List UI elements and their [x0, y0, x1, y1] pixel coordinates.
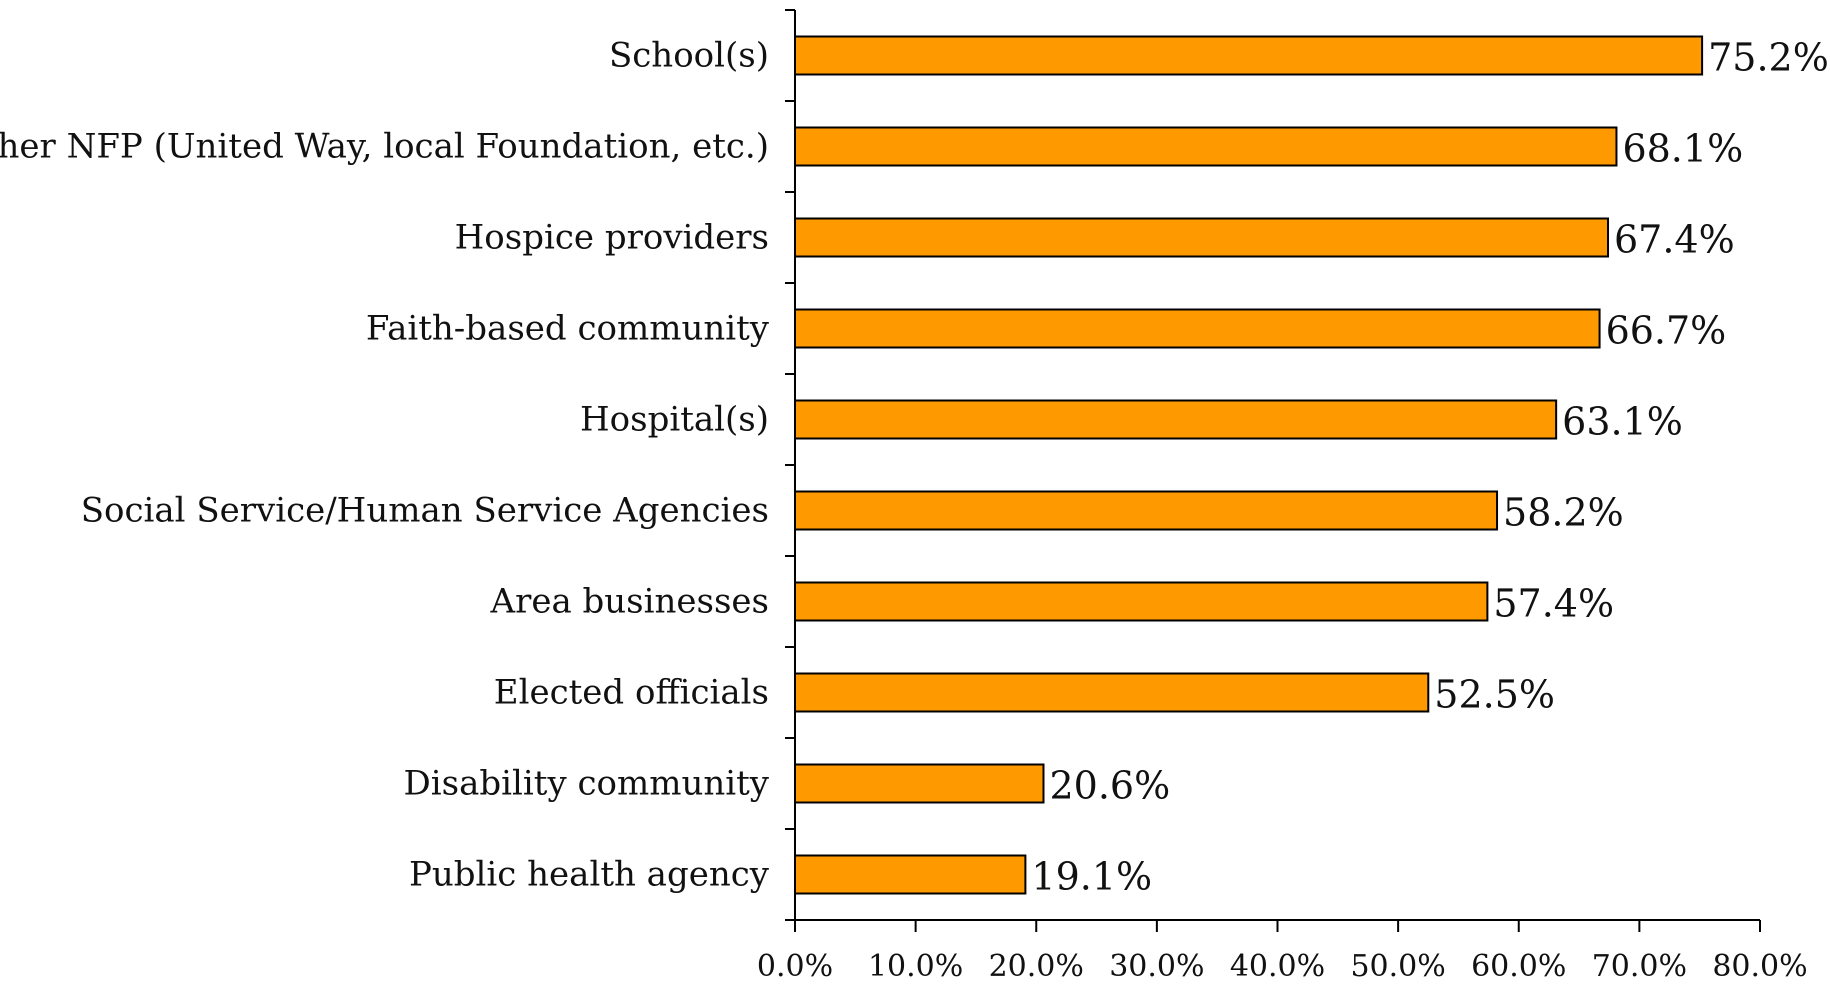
category-label: Social Service/Human Service Agencies	[81, 491, 769, 531]
bar	[794, 217, 1610, 258]
value-label: 67.4%	[1614, 218, 1735, 262]
category-label: Disability community	[404, 764, 770, 804]
bar	[794, 399, 1558, 440]
x-tick-label: 70.0%	[1592, 949, 1687, 984]
category-label: Other NFP (United Way, local Foundation,…	[0, 127, 769, 167]
value-label: 52.5%	[1434, 673, 1555, 717]
value-label: 57.4%	[1493, 582, 1614, 626]
value-label: 63.1%	[1562, 400, 1683, 444]
x-tick-label: 60.0%	[1471, 949, 1566, 984]
x-tick-label: 80.0%	[1712, 949, 1807, 984]
bar	[794, 490, 1499, 531]
value-label: 75.2%	[1708, 36, 1829, 80]
x-tick-label: 30.0%	[1109, 949, 1204, 984]
x-tick-label: 0.0%	[757, 949, 833, 984]
bar	[794, 35, 1704, 76]
value-label: 66.7%	[1606, 309, 1727, 353]
category-label: Area businesses	[490, 582, 769, 622]
bar	[794, 308, 1601, 349]
category-label: Hospital(s)	[580, 400, 769, 440]
bar	[794, 581, 1489, 622]
bar	[794, 672, 1430, 713]
x-tick-label: 20.0%	[989, 949, 1084, 984]
category-label: Elected officials	[494, 673, 769, 713]
category-label: Hospice providers	[455, 218, 769, 258]
x-tick-label: 10.0%	[868, 949, 963, 984]
category-label: School(s)	[609, 36, 769, 76]
bar	[794, 854, 1027, 895]
bar	[794, 126, 1618, 167]
value-label: 19.1%	[1031, 855, 1152, 899]
axes-layer	[785, 9, 1761, 932]
bar	[794, 763, 1045, 804]
value-label: 20.6%	[1049, 764, 1170, 808]
x-tick-label: 40.0%	[1230, 949, 1325, 984]
value-label: 58.2%	[1503, 491, 1624, 535]
category-label: Public health agency	[409, 855, 770, 895]
labels-layer: School(s) 75.2% Other NFP (United Way, loc…	[0, 36, 1829, 985]
category-label: Faith-based community	[366, 309, 770, 349]
x-tick-label: 50.0%	[1350, 949, 1445, 984]
bars-layer	[794, 35, 1704, 895]
value-label: 68.1%	[1622, 127, 1743, 171]
